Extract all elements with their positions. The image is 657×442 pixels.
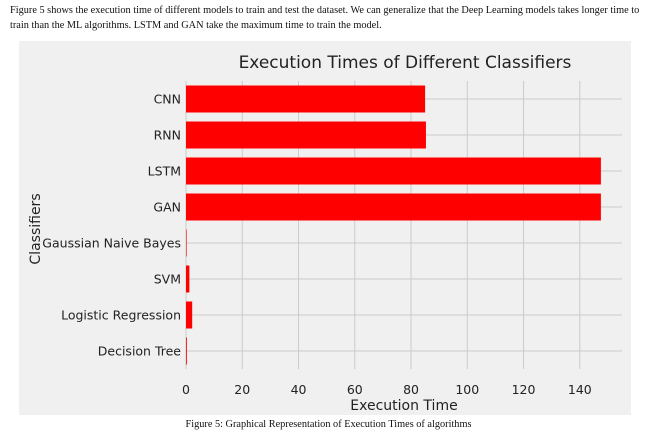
x-axis-label: Execution Time (350, 398, 457, 414)
x-tick-label: 80 (403, 382, 419, 397)
x-tick-labels: 0 20 40 60 80 100 120 140 (182, 382, 592, 397)
bars (186, 85, 601, 365)
y-tick-label: SVM (154, 272, 181, 287)
y-tick-label: RNN (154, 128, 181, 143)
bar (186, 157, 601, 185)
bar-chart: CNN RNN LSTM GAN Gaussian Naive Bayes SVM Logi… (28, 53, 622, 414)
x-tick-label: 40 (291, 382, 307, 397)
bar (186, 193, 601, 221)
y-tick-label: Logistic Regression (61, 308, 181, 323)
x-tick-label: 140 (568, 382, 592, 397)
bar (186, 85, 426, 113)
intro-paragraph: Figure 5 shows the execution time of dif… (10, 5, 640, 31)
bar (186, 265, 190, 293)
y-tick-label: GAN (153, 200, 181, 215)
y-tick-label: Decision Tree (98, 344, 182, 359)
x-tick-label: 20 (234, 382, 250, 397)
figure-caption: Figure 5: Graphical Representation of Ex… (185, 419, 472, 430)
y-tick-label: CNN (154, 92, 181, 107)
bar (186, 121, 426, 149)
y-tick-label: LSTM (148, 164, 181, 179)
y-axis-label: Classifiers (28, 193, 44, 264)
x-tick-label: 60 (347, 382, 363, 397)
bar (186, 337, 187, 365)
y-tick-label: Gaussian Naive Bayes (42, 236, 181, 251)
bar (186, 229, 187, 257)
x-tick-label: 120 (512, 382, 536, 397)
x-tick-label: 0 (182, 382, 190, 397)
x-tick-label: 100 (455, 382, 479, 397)
bar (186, 301, 193, 329)
chart-figure: CNN RNN LSTM GAN Gaussian Naive Bayes SVM Logi… (19, 41, 631, 415)
chart-title: Execution Times of Different Classifiers (239, 53, 572, 73)
y-tick-labels: CNN RNN LSTM GAN Gaussian Naive Bayes SVM Logi… (42, 92, 181, 359)
